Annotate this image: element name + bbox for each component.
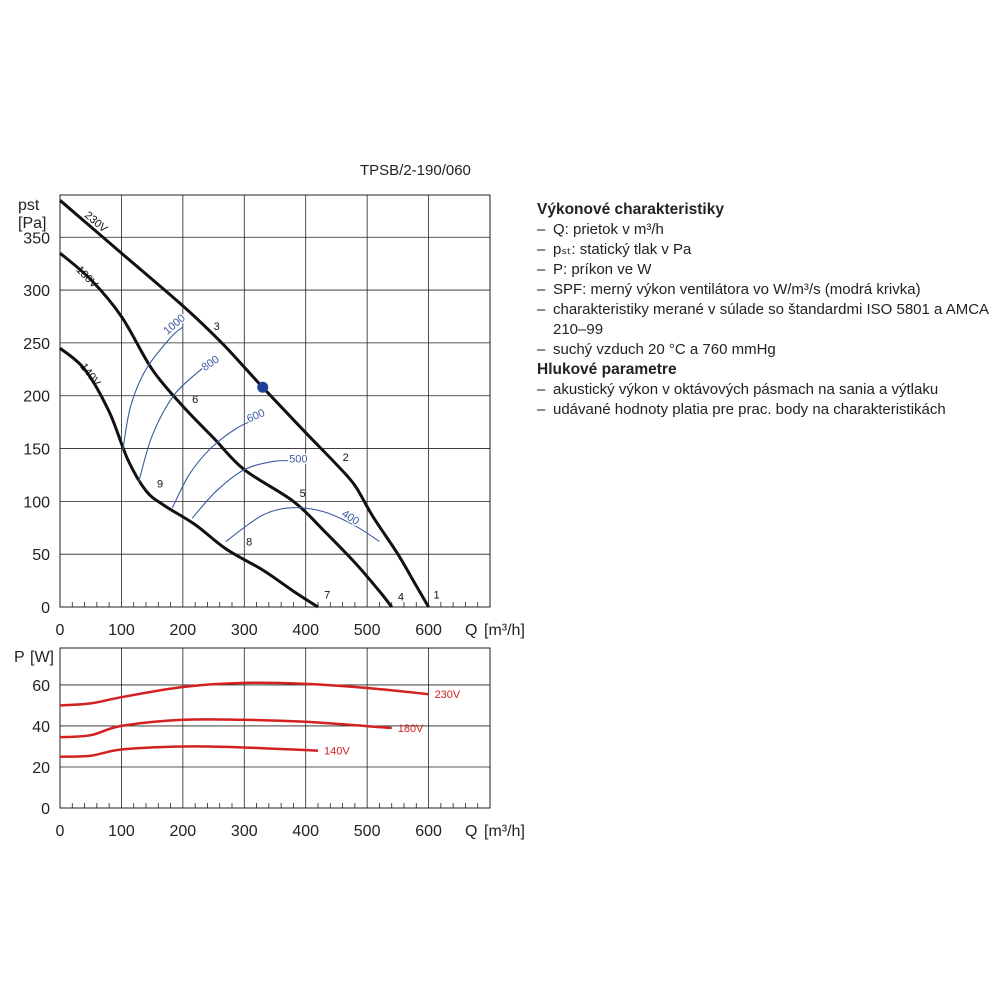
spf-label: 800 — [200, 353, 222, 373]
power-curve-230V — [59, 681, 429, 707]
operating-point-label: 7 — [324, 590, 330, 602]
spf-label: 400 — [339, 508, 361, 528]
y-tick-label: 300 — [23, 283, 50, 300]
operating-point-label: 1 — [433, 590, 439, 602]
x-tick-label: 0 — [56, 823, 65, 840]
power-chart: 0 100 200 300 400 500 600 0 20 40 60 P [W] Q [m³/h] 230… — [14, 647, 525, 840]
power-curve-140V — [59, 745, 319, 758]
y-axis-title: P — [14, 649, 25, 666]
x-axis-unit: [m³/h] — [484, 823, 525, 840]
performance-item: – Q: prietok v m³/h — [537, 221, 664, 238]
operating-point-label: 9 — [157, 479, 163, 491]
y-tick-label: 0 — [41, 801, 50, 818]
power-curve-label: 230V — [435, 689, 461, 701]
operating-point-label: 4 — [398, 592, 404, 604]
operating-point-label: 5 — [300, 488, 306, 500]
pressure-chart: 0 100 200 300 400 500 600050100150200250300350… — [18, 194, 525, 639]
spf-curve-500 — [191, 460, 300, 519]
noise-item: – akustický výkon v oktávových pásmach na… — [537, 381, 939, 398]
x-tick-label: 100 — [108, 622, 135, 639]
spf-label: 500 — [289, 453, 307, 465]
x-tick-label: 300 — [231, 622, 258, 639]
spf-curve-1000 — [122, 326, 184, 451]
performance-item: – SPF: merný výkon ventilátora vo W/m³/s … — [537, 281, 921, 298]
x-tick-label: 500 — [354, 823, 381, 840]
performance-item: – suchý vzduch 20 °C a 760 mmHg — [537, 341, 776, 358]
y-tick-label: 350 — [23, 230, 50, 247]
y-tick-label: 20 — [32, 760, 50, 777]
spf-curve-800 — [138, 358, 217, 483]
x-axis-title: Q — [465, 823, 477, 840]
spf-curve-400 — [225, 507, 380, 542]
plot-frame — [59, 647, 491, 809]
noise-list: – akustický výkon v oktávových pásmach na… — [537, 380, 997, 420]
y-tick-label: 50 — [32, 547, 50, 564]
performance-list: – Q: prietok v m³/h – pₛₜ: statický tlak v… — [537, 220, 997, 360]
x-tick-label: 400 — [292, 622, 319, 639]
performance-item: – charakteristiky merané v súlade so štan… — [537, 301, 989, 338]
power-curve-label: 180V — [398, 723, 424, 735]
operating-point-label: 3 — [214, 321, 220, 333]
y-tick-label: 250 — [23, 336, 50, 353]
model-title: TPSB/2-190/060 — [360, 162, 471, 179]
x-axis-unit: [m³/h] — [484, 622, 525, 639]
performance-title: Výkonové charakteristiky — [537, 201, 724, 218]
x-tick-label: 200 — [170, 622, 197, 639]
y-tick-label: 100 — [23, 494, 50, 511]
power-curve-label: 140V — [324, 746, 350, 758]
performance-item: – pₛₜ: statický tlak v Pa — [537, 241, 692, 258]
spf-label: 600 — [245, 407, 267, 425]
spf-curve-600 — [171, 416, 263, 508]
x-axis-title: Q — [465, 622, 477, 639]
fan-curve-230V — [59, 199, 430, 608]
fan-curve-label: 140V — [77, 361, 103, 389]
fan-curve-180V — [59, 251, 393, 608]
x-tick-label: 100 — [108, 823, 135, 840]
x-tick-label: 600 — [415, 622, 442, 639]
y-tick-label: 150 — [23, 442, 50, 459]
x-tick-label: 400 — [292, 823, 319, 840]
x-tick-label: 600 — [415, 823, 442, 840]
plot-frame — [59, 194, 491, 608]
operating-point-label: 6 — [192, 394, 198, 406]
y-axis-title: pst — [18, 197, 40, 214]
y-tick-label: 200 — [23, 389, 50, 406]
y-tick-label: 60 — [32, 678, 50, 695]
x-tick-label: 300 — [231, 823, 258, 840]
x-tick-label: 500 — [354, 622, 381, 639]
y-tick-label: 0 — [41, 600, 50, 617]
fan-curve-140V — [59, 347, 319, 609]
y-tick-label: 40 — [32, 719, 50, 736]
operating-point-label: 8 — [246, 537, 252, 549]
noise-title: Hlukové parametre — [537, 361, 677, 378]
x-tick-label: 200 — [170, 823, 197, 840]
operating-point-label: 2 — [343, 452, 349, 464]
y-axis-unit: [Pa] — [18, 215, 46, 232]
operating-point-marker — [257, 381, 269, 393]
performance-item: – P: príkon ve W — [537, 261, 652, 278]
y-axis-unit: [W] — [30, 649, 54, 666]
x-tick-label: 0 — [56, 622, 65, 639]
noise-item: – udávané hodnoty platia pre prac. body n… — [537, 401, 946, 418]
info-panel: Výkonové charakteristiky – Q: prietok v m… — [537, 200, 997, 420]
power-curve-180V — [59, 718, 392, 739]
